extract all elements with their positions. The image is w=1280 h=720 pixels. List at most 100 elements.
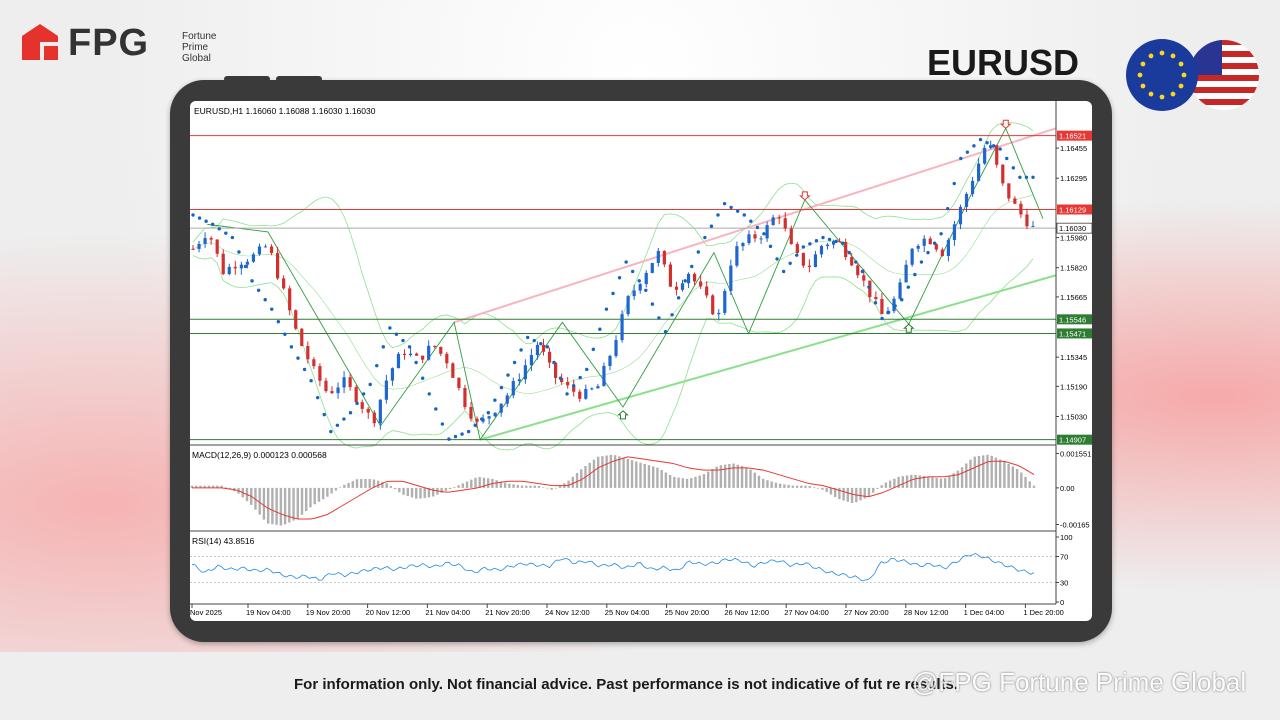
macd-histogram-bar: [575, 473, 579, 488]
candle-body: [1031, 226, 1035, 228]
sar-dot: [847, 250, 851, 255]
macd-histogram-bar: [317, 487, 321, 502]
candle-body: [378, 399, 382, 424]
macd-tick-label: 0.001551: [1060, 449, 1091, 458]
eu-star: [1159, 50, 1165, 56]
candle-body: [487, 416, 491, 419]
sar-dot: [1024, 175, 1029, 179]
macd-histogram-bar: [546, 487, 549, 489]
candle-body: [354, 387, 358, 403]
sar-dot: [1005, 156, 1009, 161]
macd-histogram-bar: [220, 485, 223, 488]
candle-body: [602, 365, 606, 387]
sar-dot: [926, 250, 930, 255]
macd-histogram-bar: [850, 487, 854, 503]
candle-body: [372, 412, 376, 424]
candle-body: [324, 380, 328, 392]
candle-body: [342, 377, 346, 388]
macd-histogram-bar: [821, 487, 824, 490]
sar-dot: [525, 335, 530, 340]
buy-arrow-icon: [617, 410, 629, 420]
candle-body: [257, 246, 262, 255]
macd-histogram-bar: [647, 465, 651, 488]
candle-body: [439, 346, 443, 354]
candle-body: [596, 386, 600, 389]
macd-histogram-bar: [897, 476, 900, 488]
macd-histogram-bar: [677, 477, 680, 488]
price-level-label: 1.14907: [1059, 436, 1086, 445]
sar-dot: [499, 385, 504, 390]
x-tick-label: 20 Nov 12:00: [366, 608, 411, 617]
price-tick-label: 1.16295: [1060, 174, 1087, 183]
x-tick-label: 19 Nov 04:00: [246, 608, 291, 617]
macd-histogram-bar: [537, 486, 541, 488]
brand-subtitle-line: Global: [182, 53, 211, 64]
x-tick-label: 19 Nov 20:00: [306, 608, 351, 617]
macd-histogram-bar: [808, 486, 811, 488]
candle-body: [674, 286, 679, 290]
macd-histogram-bar: [508, 483, 511, 488]
candle-body: [221, 253, 225, 275]
macd-histogram-bar: [427, 487, 431, 498]
macd-histogram-bar: [415, 487, 418, 499]
sar-dot: [460, 432, 464, 436]
macd-histogram-bar: [368, 479, 371, 488]
candle-body: [838, 241, 842, 243]
candle-body: [215, 239, 219, 254]
macd-histogram-bar: [376, 480, 380, 488]
candle-body: [759, 238, 763, 240]
candle-body: [572, 385, 576, 392]
macd-histogram-bar: [271, 487, 274, 525]
trading-chart[interactable]: 1.16521 1.16129 1.15546 1.15471 1.14907 1.160…: [190, 101, 1092, 621]
macd-histogram-bar: [829, 487, 833, 495]
sar-dot: [289, 345, 294, 349]
sar-dot: [506, 373, 510, 377]
macd-histogram-bar: [224, 487, 228, 488]
candle-body: [469, 407, 473, 419]
candle-body: [856, 265, 860, 276]
candle-body: [348, 377, 352, 388]
macd-histogram-bar: [533, 485, 536, 488]
sar-dot: [427, 392, 431, 396]
candle-body: [306, 345, 310, 360]
macd-histogram-bar: [520, 485, 524, 488]
candle-body: [402, 353, 407, 356]
candle-body: [934, 244, 938, 250]
price-tick-label: 1.15345: [1060, 353, 1087, 362]
macd-histogram-bar: [639, 462, 642, 488]
sar-dot: [886, 310, 891, 314]
candle-body: [874, 296, 878, 300]
sar-dot: [329, 429, 333, 434]
candle-body: [288, 288, 292, 311]
eu-star: [1170, 53, 1176, 59]
macd-histogram-bar: [711, 469, 714, 488]
macd-histogram-bar: [207, 485, 211, 488]
sar-dot: [519, 348, 523, 352]
brand-subtitle-line: Fortune: [182, 31, 217, 42]
macd-histogram-bar: [470, 479, 473, 488]
macd-histogram-bar: [478, 477, 481, 488]
rsi-tick-label: 100: [1060, 533, 1073, 542]
macd-histogram-bar: [1015, 468, 1019, 488]
price-level-label: 1.16129: [1059, 205, 1086, 214]
candle-body: [421, 355, 425, 360]
macd-histogram-bar: [453, 487, 456, 488]
sar-dot: [768, 244, 773, 249]
sar-dot: [985, 141, 989, 145]
eu-star: [1178, 83, 1184, 89]
macd-histogram-bar: [977, 456, 981, 488]
candle-body: [197, 243, 201, 249]
macd-histogram-bar: [288, 487, 291, 523]
candle-body: [276, 252, 280, 279]
macd-histogram-bar: [330, 487, 333, 494]
candle-body: [777, 217, 781, 219]
candle-body: [263, 246, 268, 248]
macd-histogram-bar: [952, 473, 955, 488]
candle-body: [209, 238, 213, 240]
macd-histogram-bar: [833, 487, 837, 497]
sar-dot: [801, 245, 806, 249]
macd-histogram-bar: [385, 483, 388, 488]
macd-histogram-bar: [994, 457, 998, 488]
macd-histogram-bar: [859, 487, 862, 501]
macd-histogram-bar: [461, 483, 464, 488]
